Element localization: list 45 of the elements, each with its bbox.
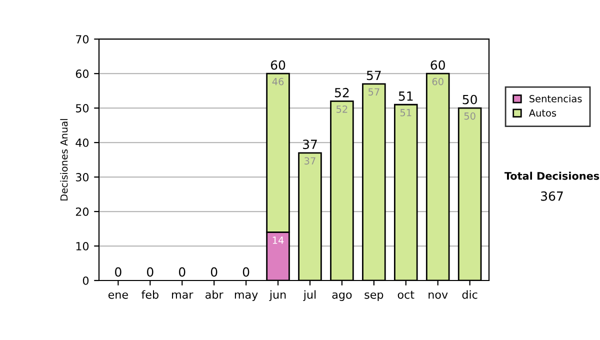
x-tick-label: ene bbox=[108, 292, 128, 299]
y-tick-label: 30 bbox=[76, 173, 89, 182]
data-label: 14 bbox=[272, 236, 284, 244]
x-tick-label: sep bbox=[364, 292, 384, 301]
x-tick-label: dic bbox=[462, 290, 478, 299]
data-label: 52 bbox=[336, 105, 348, 113]
text: 367 bbox=[541, 191, 563, 201]
x-tick-label: ago bbox=[332, 292, 352, 301]
y-tick-label: 10 bbox=[76, 242, 89, 250]
legend-label: Sentencias bbox=[530, 94, 582, 102]
y-tick-label: 50 bbox=[76, 104, 89, 112]
total-label: 0 bbox=[115, 267, 122, 277]
total-label: 0 bbox=[242, 267, 250, 277]
total-label: 52 bbox=[334, 88, 349, 98]
total-label: 0 bbox=[210, 267, 218, 277]
total-label: 60 bbox=[430, 60, 445, 70]
data-label: 46 bbox=[272, 78, 284, 86]
data-label: 60 bbox=[432, 78, 444, 86]
x-tick-label: abr bbox=[206, 290, 224, 299]
x-tick-label: oct bbox=[398, 290, 414, 299]
total-label: 0 bbox=[146, 267, 154, 277]
x-tick-label: jul bbox=[303, 290, 316, 301]
total-label: 50 bbox=[462, 94, 477, 104]
total-label: 57 bbox=[366, 70, 381, 80]
legend-label: Autos bbox=[528, 109, 556, 117]
x-tick-label: may bbox=[234, 292, 258, 301]
data-label: 50 bbox=[464, 112, 476, 120]
total-label: 51 bbox=[398, 92, 413, 101]
x-tick-label: nov bbox=[428, 292, 448, 299]
y-tick-label: 60 bbox=[76, 70, 89, 78]
y-tick-label: 70 bbox=[76, 35, 89, 44]
y-tick-label: 0 bbox=[82, 276, 89, 285]
total-label: 37 bbox=[302, 140, 317, 150]
y-axis-title: Decisiones Anual bbox=[60, 119, 68, 200]
text: Total Decisiones bbox=[504, 172, 600, 180]
x-tick-label: feb bbox=[142, 290, 158, 299]
data-label: 51 bbox=[400, 109, 412, 116]
data-label: 37 bbox=[304, 157, 316, 165]
y-tick-label: 40 bbox=[76, 138, 89, 147]
x-tick-label: jun bbox=[269, 290, 286, 301]
total-label: 0 bbox=[178, 267, 186, 277]
y-tick-label: 20 bbox=[76, 208, 89, 216]
data-label: 57 bbox=[368, 88, 380, 96]
total-label: 60 bbox=[270, 60, 286, 70]
x-tick-label: mar bbox=[172, 292, 194, 299]
